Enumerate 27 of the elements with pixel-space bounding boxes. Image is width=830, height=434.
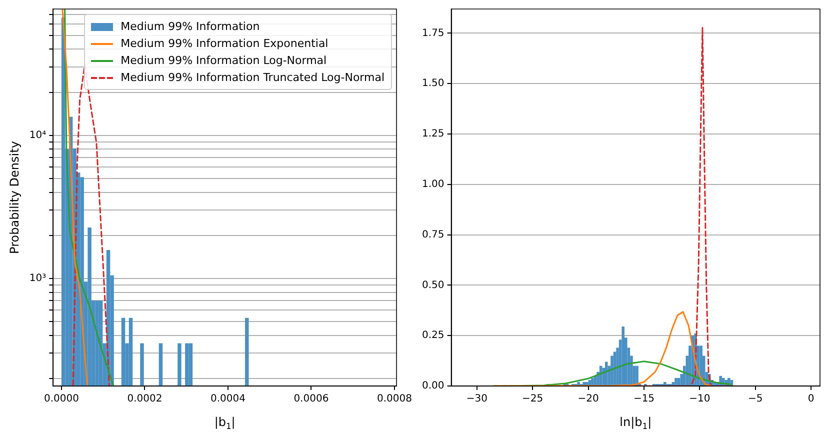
- x-tick-label: −20: [578, 394, 599, 405]
- y-tick-label: 1.75: [422, 28, 444, 39]
- legend-label: Medium 99% Information Exponential: [120, 37, 328, 50]
- x-tick-label: 0.0008: [376, 394, 412, 405]
- y-tick-label: 0.75: [422, 229, 444, 240]
- x-tick-label: −10: [689, 394, 710, 405]
- y-tick-label: 1.00: [422, 178, 444, 190]
- y-tick-label: 0.50: [422, 280, 444, 291]
- x-tick-label: 0.0000: [44, 394, 79, 405]
- x-tick-label: 0.0006: [294, 394, 329, 405]
- x-tick-label: −15: [633, 394, 655, 405]
- y-tick-label: 1.25: [422, 128, 444, 140]
- x-tick-label: 0.0004: [210, 394, 246, 405]
- y-tick-label: 10³: [29, 273, 46, 284]
- y-axis-title: Probability Density: [7, 141, 22, 254]
- x-tick-label: −25: [522, 394, 544, 405]
- y-tick-label: 10⁴: [29, 130, 46, 141]
- y-tick-label: 0.25: [422, 330, 444, 342]
- legend-label: Medium 99% Information Log-Normal: [120, 54, 327, 67]
- legend-label: Medium 99% Information Truncated Log-Normal: [120, 71, 385, 84]
- legend-label: Medium 99% Information: [120, 20, 260, 33]
- x-tick-label: −5: [748, 394, 763, 405]
- y-tick-label: 0.00: [422, 380, 444, 392]
- x-tick-label: 0: [808, 394, 814, 405]
- x-tick-label: −30: [466, 394, 488, 405]
- x-tick-label: 0.0002: [127, 394, 162, 405]
- y-tick-label: 1.50: [422, 78, 444, 90]
